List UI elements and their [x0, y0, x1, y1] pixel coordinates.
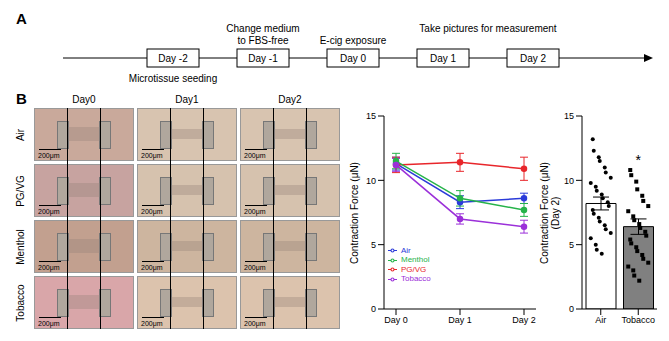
svg-text:Change medium: Change medium: [226, 23, 299, 34]
html-text:Menthol: Menthol: [14, 228, 26, 265]
svg-text:5: 5: [569, 240, 574, 250]
html-text:Air: Air: [14, 128, 26, 141]
svg-text:Air: Air: [595, 315, 606, 325]
html-text:200μm: 200μm: [141, 320, 163, 327]
svg-text:5: 5: [371, 240, 376, 250]
html-text:200μm: 200μm: [38, 152, 60, 159]
svg-text:Day 1: Day 1: [430, 53, 457, 64]
svg-text:0: 0: [371, 304, 376, 314]
svg-text:Day 2: Day 2: [520, 53, 547, 64]
html-text:200μm: 200μm: [244, 152, 266, 159]
html-text:200μm: 200μm: [38, 320, 60, 327]
html-text:200μm: 200μm: [141, 208, 163, 215]
html-text:Day2: Day2: [278, 94, 302, 105]
svg-text:Day 2: Day 2: [512, 315, 536, 325]
svg-text:0: 0: [569, 304, 574, 314]
html-text:PG/VG: PG/VG: [14, 174, 26, 207]
html-text:(Day 2): (Day 2): [550, 196, 561, 229]
html-text:Tobacco: Tobacco: [14, 283, 26, 322]
svg-text:Day -2: Day -2: [158, 53, 188, 64]
html-text:Menthol: Menthol: [401, 255, 430, 265]
svg-text:Tobacco: Tobacco: [621, 315, 655, 325]
html-text:Day0: Day0: [72, 94, 96, 105]
svg-text:Microtissue seeding: Microtissue seeding: [129, 73, 217, 84]
svg-text:15: 15: [366, 111, 376, 121]
html-text:B: B: [16, 90, 27, 107]
html-text:200μm: 200μm: [141, 152, 163, 159]
html-text:200μm: 200μm: [244, 264, 266, 271]
html-text:200μm: 200μm: [141, 264, 163, 271]
svg-text:15: 15: [564, 111, 574, 121]
html-text:PG/VG: PG/VG: [401, 264, 427, 274]
html-text:200μm: 200μm: [38, 264, 60, 271]
html-text:Day1: Day1: [175, 94, 199, 105]
svg-text:*: *: [636, 152, 642, 168]
svg-text:Day 0: Day 0: [384, 315, 408, 325]
svg-text:Day -1: Day -1: [248, 53, 278, 64]
svg-text:10: 10: [564, 176, 574, 186]
svg-text:to FBS-free: to FBS-free: [237, 35, 289, 46]
html-text:200μm: 200μm: [38, 208, 60, 215]
svg-text:10: 10: [366, 176, 376, 186]
html-text:Contraction Force (μN): Contraction Force (μN): [539, 161, 550, 264]
html-text:200μm: 200μm: [244, 208, 266, 215]
svg-text:Day 0: Day 0: [340, 53, 367, 64]
svg-text:Day 1: Day 1: [448, 315, 472, 325]
svg-text:Take pictures for measurement: Take pictures for measurement: [419, 23, 557, 34]
html-text:Tobacco: Tobacco: [401, 274, 431, 284]
html-text:Contraction Force (μN): Contraction Force (μN): [348, 161, 360, 264]
html-text:200μm: 200μm: [244, 320, 266, 327]
svg-text:E-cig exposure: E-cig exposure: [320, 35, 387, 46]
html-text:Air: Air: [401, 246, 411, 255]
svg-text:A: A: [16, 10, 27, 27]
